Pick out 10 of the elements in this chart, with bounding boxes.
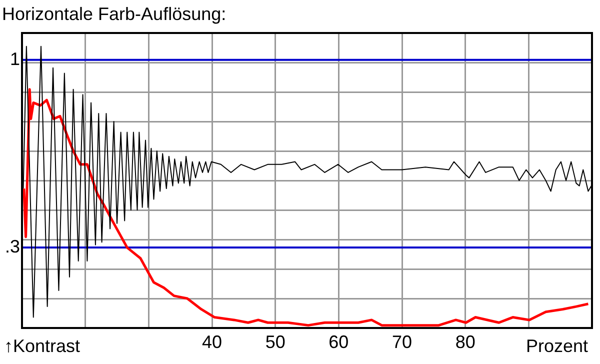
- x-tick-label: 80: [455, 332, 476, 352]
- x-axis-title: Prozent: [526, 336, 588, 357]
- ref-line-label: .3: [4, 236, 20, 257]
- x-tick-label: 50: [265, 332, 286, 352]
- x-tick-label: 60: [328, 332, 349, 352]
- x-tick-label: 40: [202, 332, 222, 352]
- x-tick-label: 70: [392, 332, 412, 352]
- chart-title: Horizontale Farb-Auflösung:: [2, 4, 226, 25]
- y-axis-title: ↑Kontrast: [4, 336, 80, 357]
- ref-line-label: 1: [10, 48, 20, 69]
